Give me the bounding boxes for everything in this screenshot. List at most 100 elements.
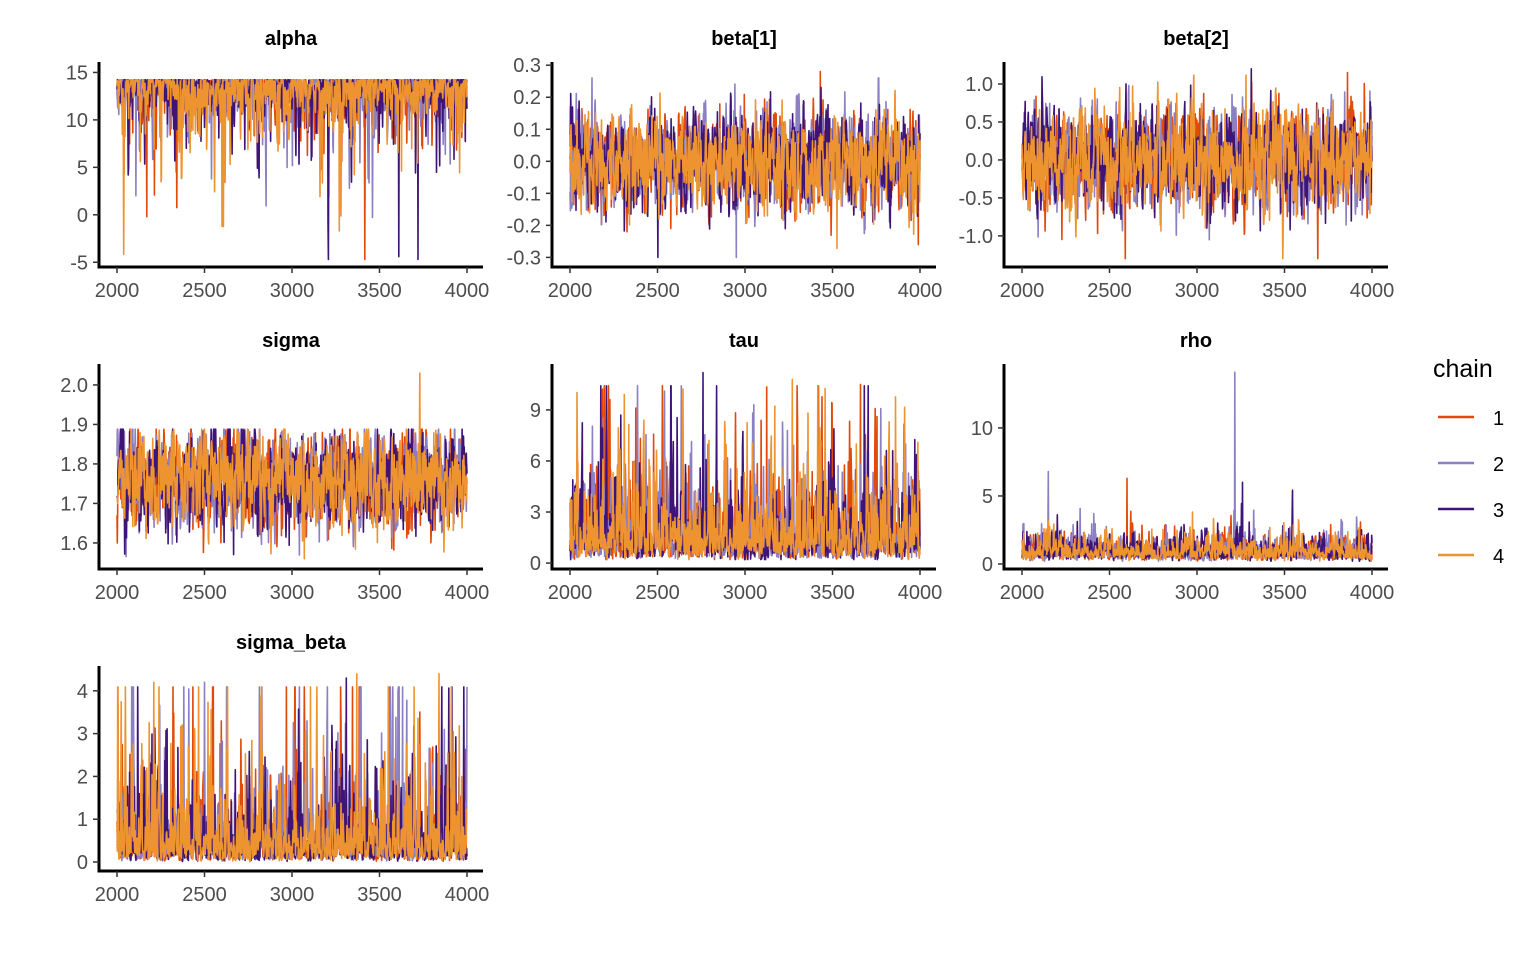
x-tick-label: 3500 (1262, 280, 1307, 302)
panel-title: rho (1180, 330, 1212, 352)
x-tick-label: 3000 (1175, 280, 1220, 302)
y-tick-label: 6 (530, 451, 541, 473)
x-tick-label: 4000 (445, 582, 490, 604)
panel-beta1: beta[1] -0.3 -0.2 -0.1 0.0 0.1 0.2 0.3 2000 2500 3… (507, 28, 943, 302)
trace-chain-4 (116, 79, 468, 256)
x-tick-label: 3000 (270, 582, 315, 604)
panel-title: sigma (262, 330, 321, 352)
x-tick-label: 2500 (182, 280, 227, 302)
x-tick-label: 4000 (445, 280, 490, 302)
x-tick-label: 3500 (810, 582, 855, 604)
x-tick-label: 4000 (445, 884, 490, 906)
legend-label: 4 (1493, 546, 1504, 568)
legend-item-chain-3: 3 (1438, 500, 1504, 522)
x-tick-label: 2000 (95, 884, 140, 906)
y-tick-label: -0.5 (959, 188, 993, 210)
y-tick-label: -0.1 (507, 183, 541, 205)
legend-title: chain (1433, 355, 1493, 383)
panel-title: tau (729, 330, 759, 352)
y-tick-label: 1.9 (60, 414, 88, 436)
trace-chain-4 (116, 672, 468, 863)
x-tick-label: 2000 (1000, 582, 1045, 604)
y-tick-label: 1 (77, 809, 88, 831)
x-tick-label: 3000 (723, 280, 768, 302)
y-tick-label: 10 (66, 110, 88, 132)
y-tick-label: 0 (982, 554, 993, 576)
x-tick-label: 2000 (548, 280, 593, 302)
x-tick-label: 3500 (1262, 582, 1307, 604)
x-tick-label: 2000 (548, 582, 593, 604)
panel-title: sigma_beta (236, 632, 347, 654)
x-tick-label: 3000 (270, 884, 315, 906)
y-tick-label: 2 (77, 766, 88, 788)
x-tick-label: 4000 (1350, 280, 1395, 302)
trace-chain-4 (1021, 511, 1373, 562)
y-tick-label: 1.8 (60, 454, 88, 476)
panel-alpha: alpha -5 0 5 10 15 2000 2500 3000 3500 4000 (66, 28, 490, 302)
x-tick-label: 3500 (357, 582, 402, 604)
x-tick-label: 2500 (182, 582, 227, 604)
y-tick-label: -0.2 (507, 215, 541, 237)
x-tick-label: 3000 (723, 582, 768, 604)
x-tick-label: 2000 (95, 582, 140, 604)
y-tick-label: 15 (66, 62, 88, 84)
y-tick-label: 9 (530, 400, 541, 422)
y-tick-label: 1.7 (60, 493, 88, 515)
y-tick-label: 5 (77, 157, 88, 179)
y-tick-label: 1.0 (965, 74, 993, 96)
trace-chain-4 (1021, 74, 1373, 260)
panel-tau: tau 0 3 6 9 2000 2500 3000 3500 4000 (530, 330, 942, 604)
panel-beta2: beta[2] -1.0 -0.5 0.0 0.5 1.0 2000 2500 3000 3500… (959, 28, 1395, 302)
y-tick-label: 2.0 (60, 375, 88, 397)
y-tick-label: -1.0 (959, 226, 993, 248)
panel-sigma: sigma 1.6 1.7 1.8 1.9 2.0 2000 2500 3000 3500 4000 (60, 330, 489, 604)
y-tick-label: 1.6 (60, 533, 88, 555)
panel-rho: rho 0 5 10 2000 2500 3000 3500 4000 (971, 330, 1395, 604)
legend-label: 1 (1493, 408, 1504, 430)
legend-item-chain-2: 2 (1438, 454, 1504, 476)
y-tick-label: 0 (530, 553, 541, 575)
x-tick-label: 3500 (357, 280, 402, 302)
x-tick-label: 2500 (635, 582, 680, 604)
legend: chain 1 2 3 4 (1433, 355, 1504, 568)
x-tick-label: 3000 (1175, 582, 1220, 604)
x-tick-label: 3500 (810, 280, 855, 302)
y-tick-label: 0.1 (513, 119, 541, 141)
x-tick-label: 4000 (898, 280, 943, 302)
y-tick-label: 0.0 (513, 151, 541, 173)
x-tick-label: 2500 (182, 884, 227, 906)
panel-title: beta[1] (711, 28, 777, 50)
y-tick-label: 3 (77, 724, 88, 746)
y-tick-label: 0.5 (965, 112, 993, 134)
y-tick-label: -5 (70, 252, 88, 274)
y-tick-label: 0.2 (513, 87, 541, 109)
y-tick-label: 4 (77, 681, 88, 703)
x-tick-label: 2500 (1087, 280, 1132, 302)
y-tick-label: 3 (530, 502, 541, 524)
y-tick-label: 5 (982, 486, 993, 508)
y-tick-label: 10 (971, 418, 993, 440)
x-tick-label: 4000 (1350, 582, 1395, 604)
panel-sigma_beta: sigma_beta 0 1 2 3 4 2000 2500 3000 3500 4000 (77, 632, 489, 906)
y-tick-label: 0.0 (965, 150, 993, 172)
y-tick-label: 0 (77, 205, 88, 227)
x-tick-label: 2000 (95, 280, 140, 302)
trace-chain-4 (569, 378, 921, 561)
trace-chain-4 (116, 372, 468, 560)
x-tick-label: 3500 (357, 884, 402, 906)
x-tick-label: 4000 (898, 582, 943, 604)
x-tick-label: 2500 (635, 280, 680, 302)
y-tick-label: -0.3 (507, 247, 541, 269)
legend-label: 3 (1493, 500, 1504, 522)
x-tick-label: 3000 (270, 280, 315, 302)
legend-label: 2 (1493, 454, 1504, 476)
y-tick-label: 0.3 (513, 55, 541, 77)
panel-title: beta[2] (1163, 28, 1229, 50)
trace-chain-4 (569, 89, 921, 250)
legend-item-chain-4: 4 (1438, 546, 1504, 568)
y-tick-label: 0 (77, 852, 88, 874)
x-tick-label: 2500 (1087, 582, 1132, 604)
x-tick-label: 2000 (1000, 280, 1045, 302)
legend-item-chain-1: 1 (1438, 408, 1504, 430)
